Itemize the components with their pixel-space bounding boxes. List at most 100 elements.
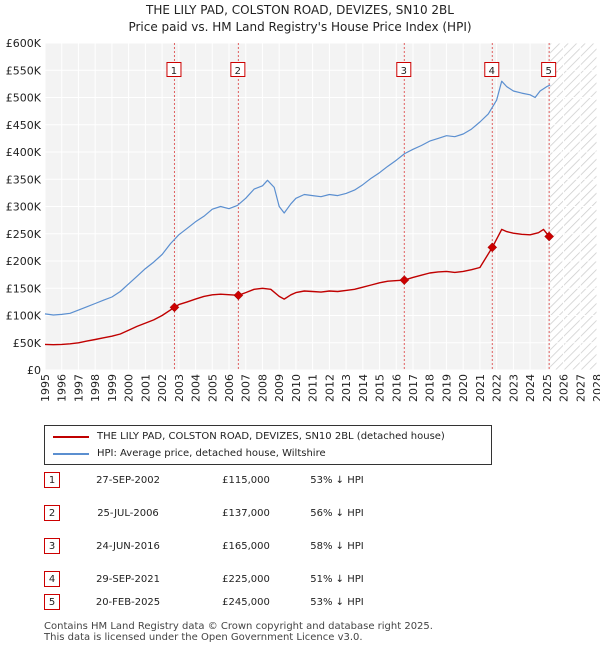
chart-legend: THE LILY PAD, COLSTON ROAD, DEVIZES, SN1… bbox=[44, 425, 492, 465]
x-tick-label: 2020 bbox=[457, 374, 470, 402]
x-tick-label: 1999 bbox=[106, 374, 119, 402]
x-tick-label: 2008 bbox=[256, 374, 269, 402]
price-chart: £0 £50K £100K £150K £200K £250K £300K £350K £400… bbox=[6, 37, 600, 402]
x-tick-label: 2027 bbox=[574, 374, 587, 402]
y-tick-label: £200K bbox=[6, 255, 42, 268]
transaction-number-badge: 3 bbox=[44, 538, 60, 554]
x-tick-label: 2003 bbox=[173, 374, 186, 402]
x-tick-label: 2026 bbox=[558, 374, 571, 402]
x-tick-label: 2019 bbox=[440, 374, 453, 402]
x-tick-label: 2012 bbox=[323, 374, 336, 402]
y-tick-label: £400K bbox=[6, 146, 42, 159]
x-tick-group: 2021 bbox=[474, 374, 487, 402]
x-tick-label: 2005 bbox=[206, 374, 219, 402]
x-tick-label: 2007 bbox=[240, 374, 253, 402]
y-tick-label: £300K bbox=[6, 201, 42, 214]
sale-number-box bbox=[484, 62, 500, 77]
chart-title-block: THE LILY PAD, COLSTON ROAD, DEVIZES, SN1… bbox=[0, 2, 600, 36]
x-tick-group: 2026 bbox=[558, 374, 571, 402]
y-tick-label: £0 bbox=[27, 364, 41, 377]
transaction-vs-hpi: 58% ↓ HPI bbox=[310, 541, 364, 552]
transaction-vs-hpi: 51% ↓ HPI bbox=[310, 574, 364, 585]
sale-number-label: 1 bbox=[171, 66, 177, 77]
x-tick-label: 1995 bbox=[39, 374, 52, 402]
sale-number-box bbox=[396, 62, 412, 77]
transaction-date: 25-JUL-2006 bbox=[97, 508, 159, 519]
sale-number-label: 2 bbox=[235, 66, 241, 77]
transaction-vs-hpi: 53% ↓ HPI bbox=[310, 475, 364, 486]
sale-point bbox=[544, 231, 555, 242]
x-tick-group: 1997 bbox=[72, 374, 85, 402]
transaction-date: 24-JUN-2016 bbox=[96, 541, 160, 552]
y-tick-label: £250K bbox=[6, 228, 42, 241]
sale-number-box bbox=[541, 62, 557, 77]
x-tick-group: 2022 bbox=[491, 374, 504, 402]
transaction-number-badge: 5 bbox=[44, 594, 60, 610]
y-tick-label: £350K bbox=[6, 173, 42, 186]
x-tick-group: 2003 bbox=[173, 374, 186, 402]
x-tick-group: 2010 bbox=[290, 374, 303, 402]
y-tick-label: £500K bbox=[6, 92, 42, 105]
transaction-date: 27-SEP-2002 bbox=[96, 475, 160, 486]
y-tick-label: £450K bbox=[6, 119, 42, 132]
footer-attribution: Contains HM Land Registry data © Crown c… bbox=[44, 621, 433, 643]
x-tick-group: 2012 bbox=[323, 374, 336, 402]
table-row: 1 27-SEP-2002 £115,000 53% ↓ HPI bbox=[44, 472, 484, 490]
legend-label-property: THE LILY PAD, COLSTON ROAD, DEVIZES, SN1… bbox=[97, 431, 445, 442]
x-tick-label: 2028 bbox=[591, 374, 600, 402]
sale-point bbox=[233, 290, 244, 301]
y-tick-label: £550K bbox=[6, 64, 42, 77]
x-tick-label: 2017 bbox=[407, 374, 420, 402]
x-tick-group: 2019 bbox=[440, 374, 453, 402]
x-tick-label: 2018 bbox=[424, 374, 437, 402]
y-tick-label: £150K bbox=[6, 282, 42, 295]
footer-line-1: Contains HM Land Registry data © Crown c… bbox=[44, 621, 433, 632]
transaction-vs-hpi: 56% ↓ HPI bbox=[310, 508, 364, 519]
transaction-price: £115,000 bbox=[222, 475, 270, 486]
x-tick-label: 2009 bbox=[273, 374, 286, 402]
x-tick-group: 2020 bbox=[457, 374, 470, 402]
x-tick-group: 2023 bbox=[507, 374, 520, 402]
x-tick-group: 2001 bbox=[139, 374, 152, 402]
x-tick-group: 1995 bbox=[39, 374, 52, 402]
transaction-price: £245,000 bbox=[222, 597, 270, 608]
x-tick-group: 2004 bbox=[190, 374, 203, 402]
transaction-number-badge: 1 bbox=[44, 472, 60, 488]
y-tick-label: £100K bbox=[6, 310, 42, 323]
x-tick-group: 2016 bbox=[390, 374, 403, 402]
x-tick-label: 2016 bbox=[390, 374, 403, 402]
x-tick-group: 2028 bbox=[591, 374, 600, 402]
x-tick-label: 2021 bbox=[474, 374, 487, 402]
x-tick-group: 2007 bbox=[240, 374, 253, 402]
x-tick-label: 1997 bbox=[72, 374, 85, 402]
transaction-number-badge: 2 bbox=[44, 505, 60, 521]
x-tick-group: 1998 bbox=[89, 374, 102, 402]
sale-number-box bbox=[230, 62, 246, 77]
hpi-series-line bbox=[44, 80, 551, 316]
chart-subtitle: Price paid vs. HM Land Registry's House … bbox=[128, 20, 472, 34]
x-tick-group: 2008 bbox=[256, 374, 269, 402]
x-tick-label: 2024 bbox=[524, 374, 537, 402]
transaction-number-badge: 4 bbox=[44, 571, 60, 587]
x-tick-label: 1998 bbox=[89, 374, 102, 402]
sale-point bbox=[399, 275, 410, 285]
table-row: 5 20-FEB-2025 £245,000 53% ↓ HPI bbox=[44, 594, 484, 612]
x-tick-label: 2006 bbox=[223, 374, 236, 402]
x-tick-label: 1996 bbox=[56, 374, 69, 402]
sale-number-label: 5 bbox=[545, 66, 551, 77]
x-tick-group: 2014 bbox=[357, 374, 370, 402]
y-tick-label: £600K bbox=[6, 37, 42, 50]
x-tick-label: 2022 bbox=[491, 374, 504, 402]
table-row: 2 25-JUL-2006 £137,000 56% ↓ HPI bbox=[44, 505, 484, 523]
transaction-date: 20-FEB-2025 bbox=[95, 597, 161, 608]
x-tick-label: 2013 bbox=[340, 374, 353, 402]
x-tick-group: 2000 bbox=[123, 374, 136, 402]
chart-title: THE LILY PAD, COLSTON ROAD, DEVIZES, SN1… bbox=[146, 3, 454, 17]
x-tick-label: 2001 bbox=[139, 374, 152, 402]
x-tick-group: 2002 bbox=[156, 374, 169, 402]
x-tick-group: 1996 bbox=[56, 374, 69, 402]
x-tick-group: 2024 bbox=[524, 374, 537, 402]
x-tick-group: 2013 bbox=[340, 374, 353, 402]
x-tick-label: 2015 bbox=[374, 374, 387, 402]
x-tick-label: 2004 bbox=[190, 374, 203, 402]
